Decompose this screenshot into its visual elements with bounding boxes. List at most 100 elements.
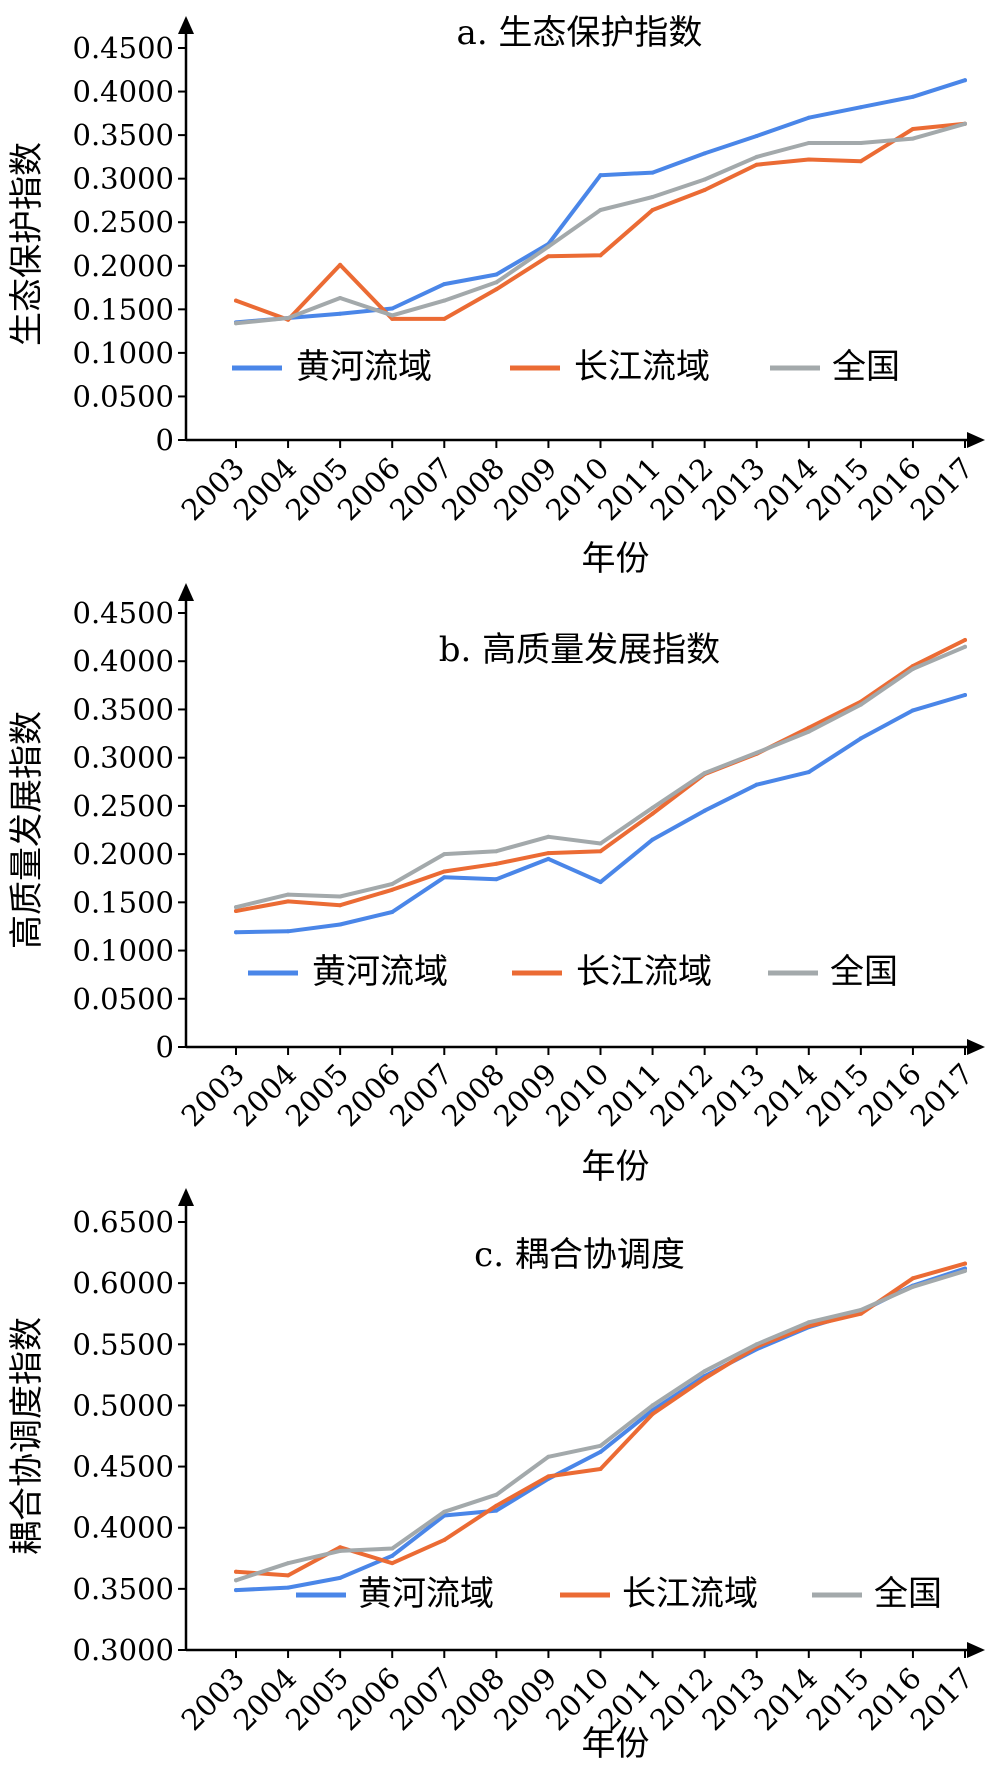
data-point — [806, 140, 811, 145]
x-axis-arrow — [967, 1642, 985, 1658]
data-point — [650, 194, 655, 199]
series-line-1 — [234, 78, 967, 325]
data-point — [598, 841, 603, 846]
y-tick-label: 0.1500 — [73, 885, 174, 919]
data-point — [858, 1308, 863, 1313]
data-point — [702, 151, 707, 156]
data-point — [442, 852, 447, 857]
data-point — [910, 1276, 915, 1281]
data-point — [442, 316, 447, 321]
data-point — [650, 811, 655, 816]
data-point — [338, 1575, 343, 1580]
data-point — [390, 316, 395, 321]
data-point — [702, 771, 707, 776]
y-tick-label: 0.5000 — [73, 1388, 174, 1422]
data-point — [806, 729, 811, 734]
y-tick-label: 0.3500 — [73, 692, 174, 726]
series-line-3 — [234, 644, 967, 910]
data-point — [494, 287, 499, 292]
data-point — [338, 1548, 343, 1553]
y-tick-label: 0.3000 — [73, 1633, 174, 1667]
series-line-2 — [234, 121, 967, 322]
legend: 黄河流域 长江流域 全国 — [248, 952, 898, 992]
y-tick-label: 0.4000 — [73, 644, 174, 678]
data-point — [754, 750, 759, 755]
data-point — [702, 1376, 707, 1381]
data-point — [598, 880, 603, 885]
data-point — [390, 1561, 395, 1566]
data-point — [286, 929, 291, 934]
data-point — [494, 861, 499, 866]
data-point — [494, 280, 499, 285]
panel-title: c. 耦合协调度 — [474, 1235, 685, 1275]
data-point — [286, 892, 291, 897]
legend-label-3: 全国 — [832, 347, 900, 387]
chart-panel-b: 0 0.0500 0.1000 0.1500 0.2000 0.2500 0.3000 0.3… — [7, 583, 985, 1187]
data-point — [702, 177, 707, 182]
data-point — [546, 1454, 551, 1459]
data-point — [546, 254, 551, 259]
data-point — [910, 1284, 915, 1289]
panel-title: a. 生态保护指数 — [457, 13, 703, 53]
legend-label-2: 长江流域 — [574, 347, 710, 387]
data-point — [598, 173, 603, 178]
legend-label-2: 长江流域 — [622, 1574, 758, 1614]
data-point — [442, 282, 447, 287]
data-point — [442, 1509, 447, 1514]
y-tick-label: 0.4500 — [73, 596, 174, 630]
panel-title: b. 高质量发展指数 — [439, 630, 720, 670]
data-point — [338, 894, 343, 899]
data-point — [286, 316, 291, 321]
data-point — [858, 140, 863, 145]
data-point — [754, 1342, 759, 1347]
data-point — [442, 875, 447, 880]
data-point — [338, 903, 343, 908]
data-point — [494, 272, 499, 277]
data-point — [286, 899, 291, 904]
y-tick-label: 0.1000 — [73, 336, 174, 370]
data-point — [598, 208, 603, 213]
y-tick-label: 0.2500 — [73, 205, 174, 239]
data-point — [494, 877, 499, 882]
data-point — [442, 298, 447, 303]
data-point — [234, 1569, 238, 1574]
data-point — [546, 856, 551, 861]
data-point — [598, 1467, 603, 1472]
y-tick-label: 0.1000 — [73, 934, 174, 968]
data-point — [234, 321, 238, 326]
y-tick-label: 0.4000 — [73, 75, 174, 109]
data-point — [234, 1578, 238, 1583]
data-point — [234, 905, 238, 910]
chart-panel-c: 0.3000 0.3500 0.4000 0.4500 0.5000 0.5500 0.60… — [7, 1188, 985, 1764]
data-point — [442, 869, 447, 874]
y-axis-title: 生态保护指数 — [7, 142, 47, 346]
y-tick-label: 0.3500 — [73, 1572, 174, 1606]
data-point — [390, 313, 395, 318]
data-point — [910, 136, 915, 141]
data-point — [806, 1320, 811, 1325]
y-tick-label: 0.6000 — [73, 1266, 174, 1300]
data-point — [702, 187, 707, 192]
data-point — [858, 159, 863, 164]
data-point — [494, 1508, 499, 1513]
data-point — [234, 298, 238, 303]
data-point — [234, 1588, 238, 1593]
y-tick-label: 0.1500 — [73, 292, 174, 326]
data-point — [338, 1545, 343, 1550]
x-axis-arrow — [967, 432, 985, 448]
data-point — [390, 887, 395, 892]
legend-label-2: 长江流域 — [576, 952, 712, 992]
data-point — [650, 208, 655, 213]
data-point — [963, 692, 967, 697]
y-tick-label: 0.2000 — [73, 837, 174, 871]
data-point — [963, 121, 967, 126]
data-point — [910, 666, 915, 671]
data-point — [650, 1403, 655, 1408]
data-point — [442, 1537, 447, 1542]
data-point — [286, 1573, 291, 1578]
x-axis-arrow — [967, 1039, 985, 1055]
y-tick-label: 0.3500 — [73, 118, 174, 152]
legend-label-3: 全国 — [874, 1574, 942, 1614]
data-point — [910, 94, 915, 99]
data-point — [234, 909, 238, 914]
